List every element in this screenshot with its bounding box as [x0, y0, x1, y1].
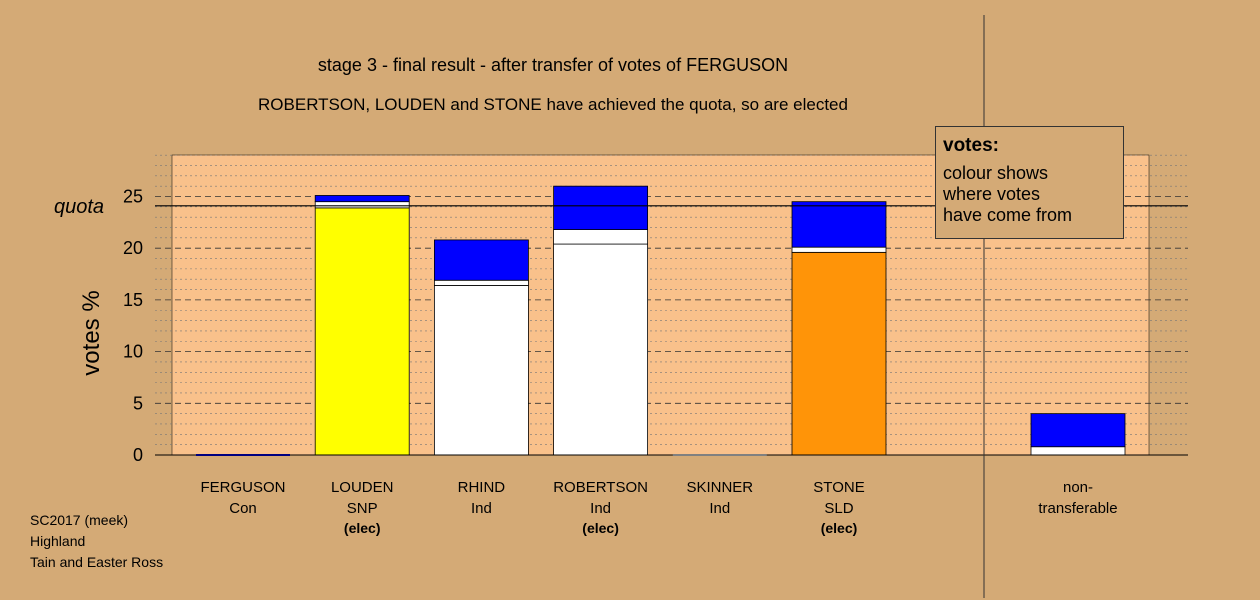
x-label-party: SLD [824, 500, 853, 517]
y-tick-labels: 0 5 10 15 20 25 [123, 187, 143, 466]
nontransferable-blue [1030, 413, 1126, 448]
quota-label: quota [54, 196, 104, 218]
bar-transfer-white [314, 201, 410, 209]
y-tick-label: 10 [123, 342, 143, 362]
legend-line-2: where votes [943, 184, 1041, 204]
x-label-party: Con [229, 500, 257, 517]
bar-transfer-white [553, 229, 648, 245]
x-label-elected: (elec) [344, 520, 381, 536]
y-tick-label: 15 [123, 290, 143, 310]
x-label-name: RHIND [458, 479, 506, 496]
x-label-nontransferable-2: transferable [1038, 500, 1117, 517]
x-label-elected: (elec) [582, 520, 619, 536]
y-tick-label: 20 [123, 238, 143, 258]
x-label-name: ROBERTSON [553, 479, 648, 496]
legend-title: votes: [943, 135, 999, 156]
credits-line-1: SC2017 (meek) [30, 512, 129, 528]
chart-title: stage 3 - final result - after transfer … [318, 55, 788, 75]
x-label-party: Ind [709, 500, 730, 517]
legend-line-1: colour shows [943, 163, 1049, 183]
x-label-party: SNP [347, 500, 378, 517]
bar-base [553, 243, 648, 456]
x-label-name: SKINNER [686, 479, 753, 496]
legend-line-3: have come from [943, 205, 1073, 225]
x-label-name: LOUDEN [331, 479, 394, 496]
credits-line-3: Tain and Easter Ross [30, 554, 164, 570]
credits: SC2017 (meek) Highland Tain and Easter R… [30, 510, 163, 573]
legend-box: votes: colour shows where votes have com… [935, 126, 1124, 239]
bar-transfer-blue [791, 201, 887, 248]
x-label-party: Ind [590, 500, 611, 517]
y-tick-label: 5 [133, 393, 143, 413]
x-label-name: FERGUSON [200, 479, 285, 496]
chart-subtitle: ROBERTSON, LOUDEN and STONE have achieve… [258, 95, 848, 114]
x-label-elected: (elec) [821, 520, 858, 536]
bar-transfer-white [433, 279, 529, 286]
y-tick-label: 0 [133, 445, 143, 465]
y-axis-label: votes % [78, 290, 105, 375]
x-tick-labels: FERGUSON Con LOUDEN SNP (elec) RHIND Ind ROBERT… [200, 479, 1117, 536]
bars [196, 185, 1126, 456]
x-label-party: Ind [471, 500, 492, 517]
bar-transfer-blue [314, 195, 410, 203]
y-tick-label: 25 [123, 187, 143, 207]
x-label-name: STONE [813, 479, 864, 496]
bar-base [314, 207, 410, 456]
x-label-nontransferable-1: non- [1063, 479, 1093, 496]
credits-line-2: Highland [30, 533, 86, 549]
bar-base [433, 285, 529, 456]
bar-transfer-blue [553, 185, 648, 230]
bar-transfer-white [791, 246, 887, 253]
nontransferable-white [1030, 446, 1126, 456]
bar-transfer-blue [433, 239, 529, 281]
bar-base [791, 251, 887, 456]
